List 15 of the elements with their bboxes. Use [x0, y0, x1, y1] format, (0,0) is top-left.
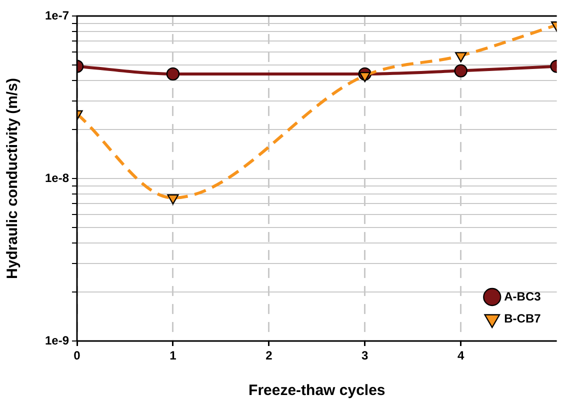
legend-label: A-BC3: [504, 289, 542, 304]
x-tick-label: 2: [266, 348, 273, 363]
x-axis-title: Freeze-thaw cycles: [248, 382, 386, 400]
x-tick-label: 3: [362, 348, 369, 363]
legend-label: B-CB7: [504, 311, 542, 326]
point: [359, 72, 371, 82]
point: [454, 64, 468, 78]
y-axis-title: Hydraulic conductivity (m/s): [4, 78, 22, 279]
point: [455, 52, 467, 62]
x-tick-label: 0: [74, 348, 81, 363]
y-tick-label: 1e-7: [44, 8, 70, 22]
y-tick-label: 1e-9: [44, 333, 70, 348]
x-tick-label: 1: [170, 348, 177, 363]
y-tick-label: 1e-8: [44, 170, 70, 185]
x-tick-label: 4: [457, 348, 464, 363]
